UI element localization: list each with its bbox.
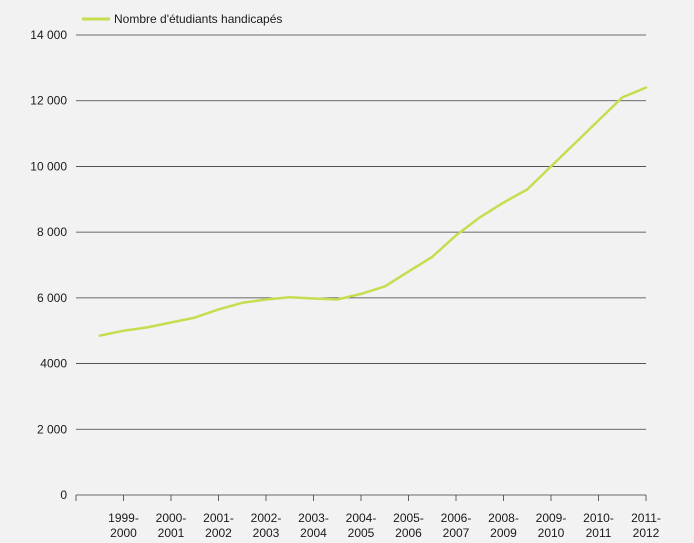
x-tick-label-line: 2006- bbox=[441, 511, 472, 525]
x-tick-label-line: 2009- bbox=[536, 511, 567, 525]
x-tick-label-line: 2002- bbox=[251, 511, 282, 525]
gridlines bbox=[76, 34, 646, 430]
x-tick-label-line: 2002 bbox=[205, 526, 232, 540]
x-tick-label-line: 1999- bbox=[108, 511, 139, 525]
x-tick-label-line: 2010 bbox=[538, 526, 565, 540]
x-tick-label-line: 2003- bbox=[298, 511, 329, 525]
x-tick-label: 2004-2005 bbox=[346, 511, 377, 540]
y-tick-label: 12 000 bbox=[30, 94, 67, 108]
x-tick-label-line: 2005 bbox=[348, 526, 375, 540]
x-tick-label-line: 2000 bbox=[110, 526, 137, 540]
y-tick-label: 6 000 bbox=[37, 291, 67, 305]
y-tick-label: 8 000 bbox=[37, 225, 67, 239]
x-tick-label-line: 2012 bbox=[633, 526, 660, 540]
x-tick-label-line: 2001- bbox=[203, 511, 234, 525]
x-tick-label: 2006-2007 bbox=[441, 511, 472, 540]
x-tick-label-line: 2006 bbox=[395, 526, 422, 540]
y-tick-label: 0 bbox=[60, 488, 67, 502]
x-tick-label-line: 2007 bbox=[443, 526, 470, 540]
x-tick-label: 2010-2011 bbox=[583, 511, 614, 540]
x-tick-label-line: 2011 bbox=[586, 526, 612, 540]
series-layer bbox=[98, 86, 648, 337]
x-tick-label-line: 2000- bbox=[156, 511, 187, 525]
x-tick-label-line: 2011- bbox=[631, 511, 661, 525]
y-tick-label: 4000 bbox=[40, 357, 67, 371]
x-tick-label-line: 2005- bbox=[393, 511, 424, 525]
x-tick-label-line: 2004- bbox=[346, 511, 377, 525]
legend: Nombre d'étudiants handicapés bbox=[82, 12, 282, 26]
y-tick-label: 2 000 bbox=[37, 422, 67, 436]
x-tick-label: 2005-2006 bbox=[393, 511, 424, 540]
legend-label: Nombre d'étudiants handicapés bbox=[114, 12, 282, 26]
x-tick-label: 2001-2002 bbox=[203, 511, 234, 540]
y-tick-label: 10 000 bbox=[30, 159, 67, 173]
x-tick-label-line: 2008- bbox=[488, 511, 519, 525]
x-tick-label-line: 2004 bbox=[300, 526, 327, 540]
x-tick-label: 2011-2012 bbox=[631, 511, 661, 540]
x-tick-label: 2009-2010 bbox=[536, 511, 567, 540]
x-tick-label: 2003-2004 bbox=[298, 511, 329, 540]
axes: 0 2 000 4000 6 000 8 000 10 000 12 000 14 000 19… bbox=[30, 28, 661, 540]
x-tick-label: 1999-2000 bbox=[108, 511, 139, 540]
series-line bbox=[98, 86, 648, 337]
x-tick-label-line: 2009 bbox=[490, 526, 517, 540]
y-tick-label: 14 000 bbox=[30, 28, 67, 42]
x-tick-label-line: 2003 bbox=[253, 526, 280, 540]
x-tick-label: 2008-2009 bbox=[488, 511, 519, 540]
x-tick-label-line: 2001 bbox=[158, 526, 185, 540]
x-tick-label: 2002-2003 bbox=[251, 511, 282, 540]
x-tick-label-line: 2010- bbox=[583, 511, 614, 525]
x-tick-label: 2000-2001 bbox=[156, 511, 187, 540]
